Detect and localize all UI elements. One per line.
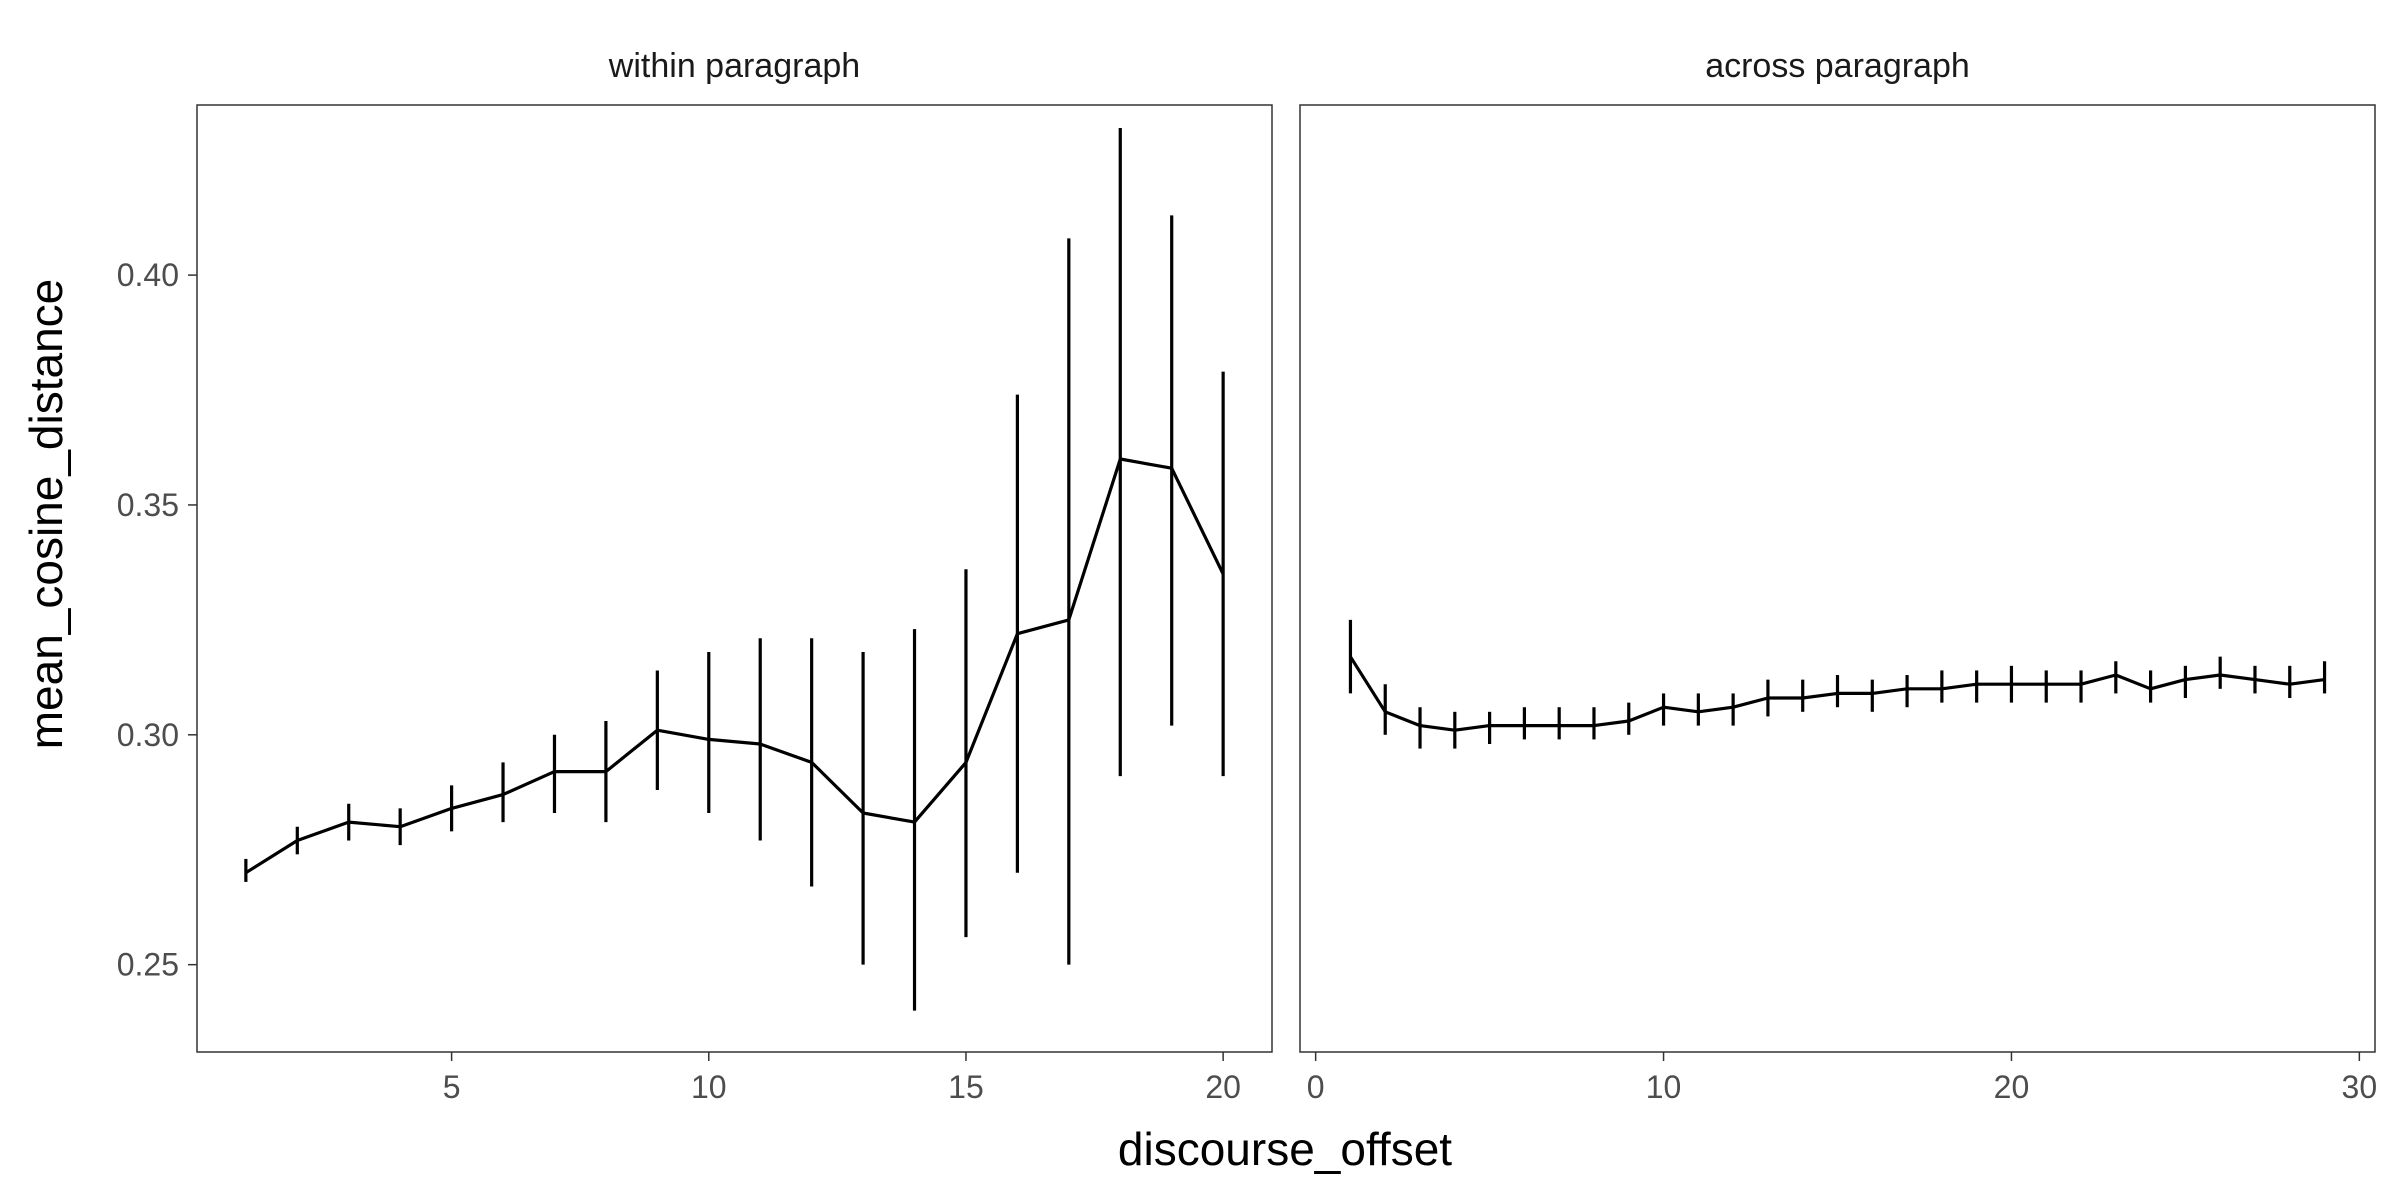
x-axis-title: discourse_offset bbox=[1118, 1123, 1452, 1175]
x-tick-label: 20 bbox=[1994, 1069, 2030, 1105]
x-tick-label: 15 bbox=[948, 1069, 984, 1105]
y-axis: 0.25 0.30 0.35 0.40 bbox=[117, 257, 197, 983]
panel-title: within paragraph bbox=[608, 47, 860, 85]
series-line bbox=[245, 457, 1225, 875]
x-tick-label: 0 bbox=[1307, 1069, 1325, 1105]
x-tick-label: 10 bbox=[691, 1069, 727, 1105]
y-tick-label: 0.30 bbox=[117, 717, 179, 753]
panel-border bbox=[1299, 104, 2376, 1053]
x-tick-label: 5 bbox=[443, 1069, 461, 1105]
y-tick-label: 0.25 bbox=[117, 947, 179, 983]
x-tick-label: 20 bbox=[1205, 1069, 1241, 1105]
panel-border bbox=[196, 104, 1273, 1053]
y-axis-title: mean_cosine_distance bbox=[20, 279, 72, 750]
series-line bbox=[1349, 655, 2325, 732]
x-tick-label: 30 bbox=[2342, 1069, 2378, 1105]
panels-group: within paragraph 5 10 15 20 across paragraph 0… bbox=[196, 47, 2378, 1105]
facet-panel-2: across paragraph 0 10 20 30 bbox=[1299, 47, 2378, 1105]
x-tick-label: 10 bbox=[1646, 1069, 1682, 1105]
panel-title: across paragraph bbox=[1705, 47, 1970, 85]
y-tick-label: 0.40 bbox=[117, 257, 179, 293]
facet-panel-1: within paragraph 5 10 15 20 bbox=[196, 47, 1273, 1105]
y-tick-label: 0.35 bbox=[117, 487, 179, 523]
